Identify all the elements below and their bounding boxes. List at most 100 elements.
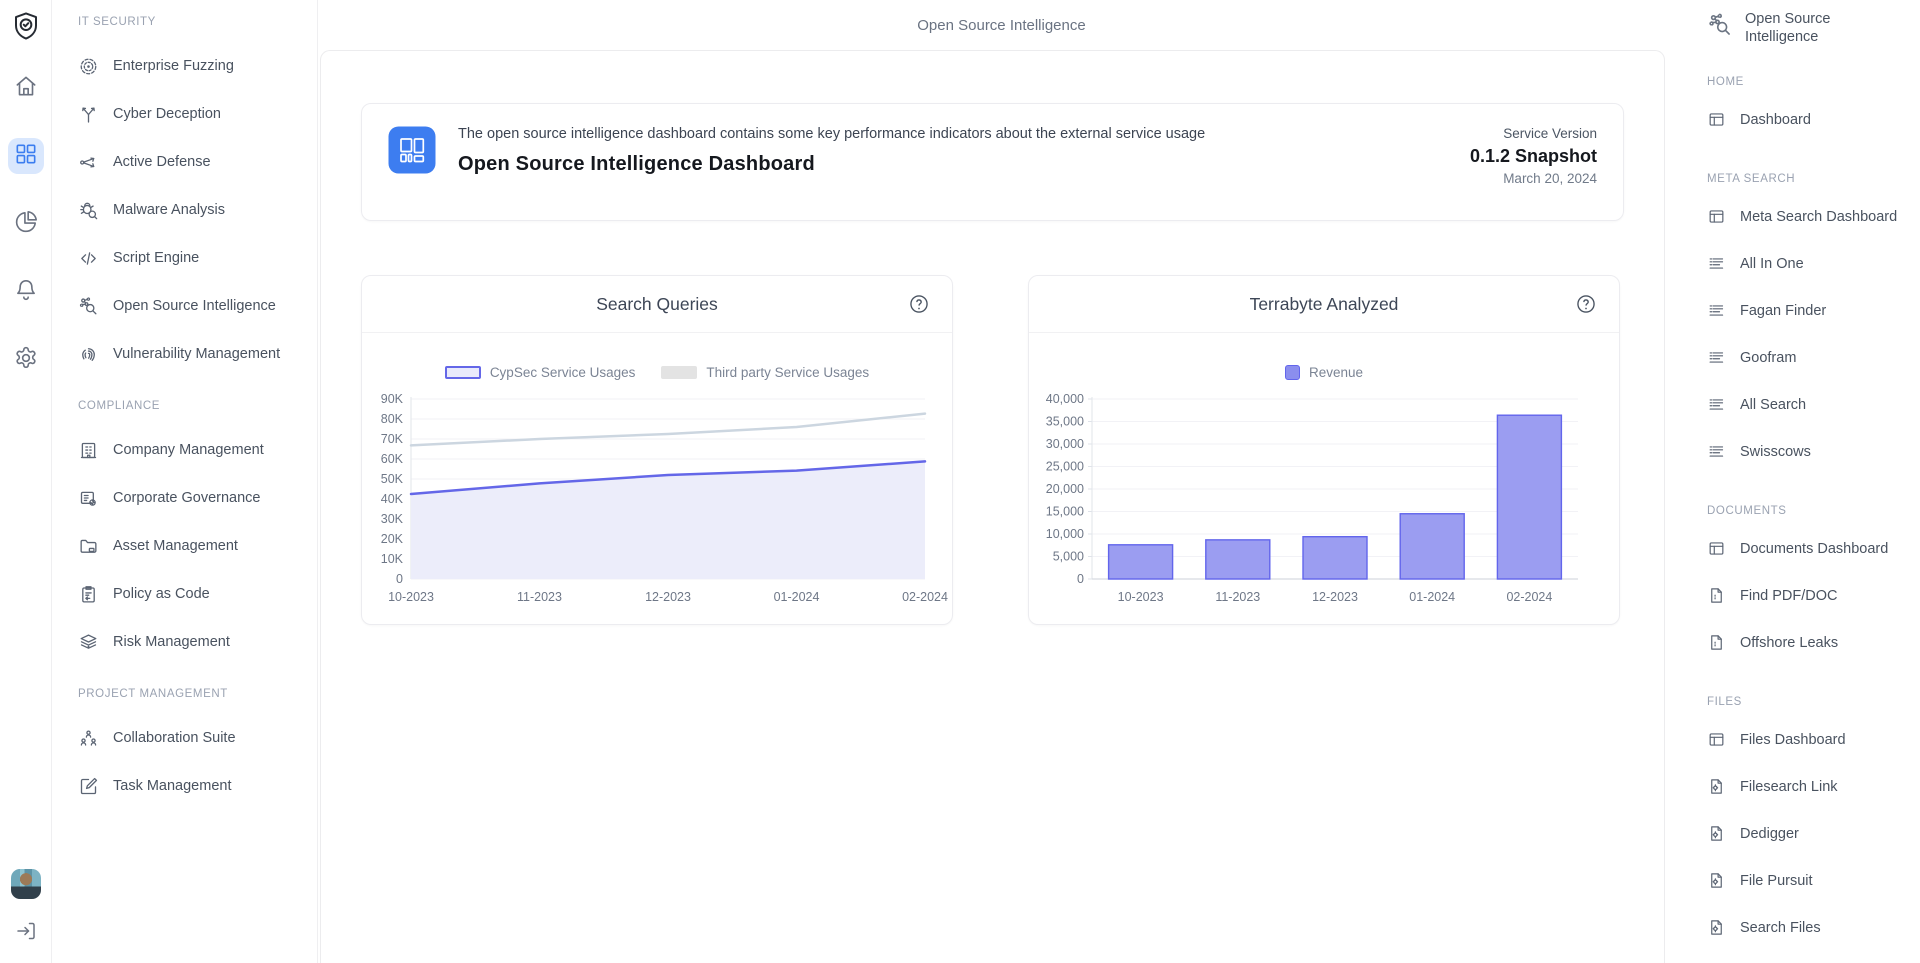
svg-text:02-2024: 02-2024 [902,590,948,604]
sidebar-item-active-defense[interactable]: Active Defense [78,138,307,186]
rightbar-item-meta-search-dashboard[interactable]: Meta Search Dashboard [1707,193,1912,240]
sidebar-item-malware-analysis[interactable]: Malware Analysis [78,186,307,234]
nav-settings[interactable] [8,342,44,378]
rightbar-item-find-pdf-doc[interactable]: Find PDF/DOC [1707,572,1912,619]
rightbar-item-label: File Pursuit [1740,873,1813,889]
grid-icon [13,141,39,172]
service-version-block: Service Version 0.1.2 Snapshot March 20,… [1470,126,1597,186]
chart-legend: Revenue [1029,363,1619,381]
svg-text:11-2023: 11-2023 [517,590,562,604]
pie-icon [13,209,39,240]
left-sidebar: IT SECURITYEnterprise FuzzingCyber Decep… [52,0,318,963]
rightbar-item-label: Fagan Finder [1740,303,1826,319]
list-gear-icon [78,488,99,509]
legend-swatch [445,366,481,379]
svg-text:30,000: 30,000 [1046,437,1084,451]
rightbar-item-fagan-finder[interactable]: Fagan Finder [1707,287,1912,334]
legend-item-revenue[interactable]: Revenue [1285,365,1363,380]
nav-home[interactable] [8,70,44,106]
sidebar-item-task-management[interactable]: Task Management [78,762,307,810]
rightbar-item-all-in-one[interactable]: All In One [1707,240,1912,287]
user-avatar[interactable] [11,869,41,899]
rightbar-item-dedigger[interactable]: Dedigger [1707,810,1912,857]
legend-swatch [661,366,697,379]
rightbar-item-label: Dashboard [1740,112,1811,128]
legend-label: Revenue [1309,365,1363,380]
chart-legend: CypSec Service Usages Third party Service… [362,363,952,381]
rightbar-item-documents-dashboard[interactable]: Documents Dashboard [1707,525,1912,572]
svg-text:10-2023: 10-2023 [388,590,434,604]
rightbar-item-dashboard[interactable]: Dashboard [1707,96,1912,143]
sidebar-item-label: Vulnerability Management [113,346,280,362]
rightbar-item-all-search[interactable]: All Search [1707,381,1912,428]
file-gear-icon [1707,918,1726,937]
legend-item-cypsec-service-usages[interactable]: CypSec Service Usages [445,365,636,380]
list-lines-icon [1707,301,1726,320]
rightbar-item-offshore-leaks[interactable]: Offshore Leaks [1707,619,1912,666]
list-lines-icon [1707,442,1726,461]
info-card-text: The open source intelligence dashboard c… [458,126,1205,176]
rightbar-section-header-files: FILES [1707,696,1912,708]
svg-text:40K: 40K [381,492,404,506]
bell-icon [13,277,39,308]
rightbar-item-filesearch-link[interactable]: Filesearch Link [1707,763,1912,810]
sidebar-item-vulnerability-management[interactable]: Vulnerability Management [78,330,307,378]
help-icon[interactable] [908,293,930,315]
sidebar-item-cyber-deception[interactable]: Cyber Deception [78,90,307,138]
svg-text:01-2024: 01-2024 [1409,590,1455,604]
svg-text:02-2024: 02-2024 [1506,590,1552,604]
folder-icon [78,536,99,557]
chart-svg: 010K20K30K40K50K60K70K80K90K10-202311-20… [363,389,951,611]
sidebar-item-asset-management[interactable]: Asset Management [78,522,307,570]
sidebar-item-policy-as-code[interactable]: Policy as Code [78,570,307,618]
dashboard-layout-icon [388,126,436,174]
osint-network-search-icon [1707,12,1733,38]
sidebar-item-label: Corporate Governance [113,490,261,506]
list-lines-icon [1707,395,1726,414]
page-header: Open Source Intelligence [318,0,1685,50]
rightbar-item-files-dashboard[interactable]: Files Dashboard [1707,716,1912,763]
svg-text:12-2023: 12-2023 [645,590,691,604]
file-icon [1707,586,1726,605]
nav-notifications[interactable] [8,274,44,310]
rightbar-section-header-documents: DOCUMENTS [1707,505,1912,517]
rightbar-item-label: All Search [1740,397,1806,413]
sidebar-item-script-engine[interactable]: Script Engine [78,234,307,282]
svg-text:0: 0 [396,572,403,586]
rightbar-item-file-pursuit[interactable]: File Pursuit [1707,857,1912,904]
logout-button[interactable] [8,915,44,951]
rightbar-item-swisscows[interactable]: Swisscows [1707,428,1912,475]
team-icon [78,728,99,749]
svg-text:10-2023: 10-2023 [1118,590,1164,604]
sidebar-item-corporate-governance[interactable]: Corporate Governance [78,474,307,522]
sidebar-item-label: Script Engine [113,250,199,266]
svg-text:70K: 70K [381,432,404,446]
sidebar-item-enterprise-fuzzing[interactable]: Enterprise Fuzzing [78,42,307,90]
legend-item-third-party-service-usages[interactable]: Third party Service Usages [661,365,869,380]
rightbar-item-search-files[interactable]: Search Files [1707,904,1912,951]
help-icon[interactable] [1575,293,1597,315]
nav-analytics[interactable] [8,206,44,242]
list-lines-icon [1707,348,1726,367]
code-icon [78,248,99,269]
window-icon [1707,110,1726,129]
app-logo-shield-icon [10,10,42,42]
sidebar-item-company-management[interactable]: Company Management [78,426,307,474]
svg-text:20,000: 20,000 [1046,482,1084,496]
sidebar-item-open-source-intelligence[interactable]: Open Source Intelligence [78,282,307,330]
bug-search-icon [78,200,99,221]
chart-title: Terrabyte Analyzed [1029,276,1619,333]
svg-text:80K: 80K [381,412,404,426]
list-lines-icon [1707,254,1726,273]
info-card-title: Open Source Intelligence Dashboard [458,153,1205,176]
right-sidebar: Open Source Intelligence HOMEDashboardME… [1685,0,1920,963]
page-title: Open Source Intelligence [917,17,1085,34]
sidebar-item-collaboration-suite[interactable]: Collaboration Suite [78,714,307,762]
rightbar-item-label: Documents Dashboard [1740,541,1888,557]
service-version-value: 0.1.2 Snapshot [1470,146,1597,167]
rightbar-item-goofram[interactable]: Goofram [1707,334,1912,381]
nav-dashboards[interactable] [8,138,44,174]
svg-text:15,000: 15,000 [1046,505,1084,519]
rightbar-item-label: Filesearch Link [1740,779,1838,795]
sidebar-item-risk-management[interactable]: Risk Management [78,618,307,666]
